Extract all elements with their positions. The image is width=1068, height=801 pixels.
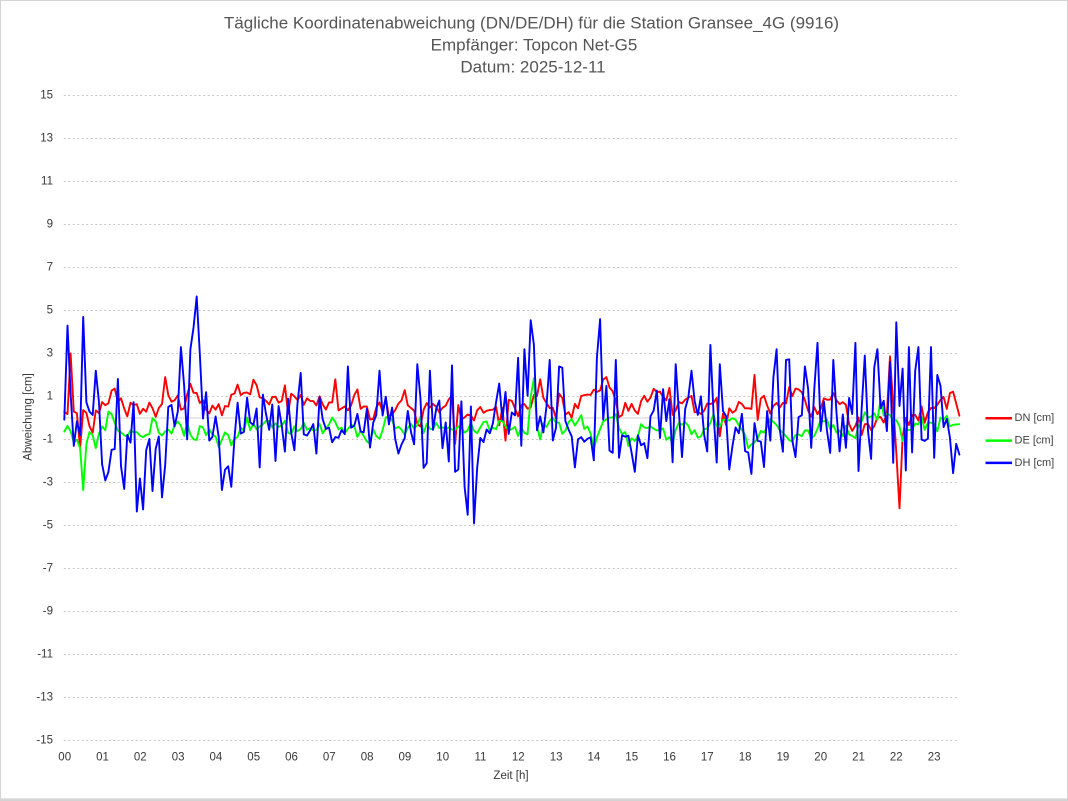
svg-text:20: 20 [814, 752, 827, 764]
svg-text:12: 12 [512, 752, 525, 764]
svg-text:Tägliche Koordinatenabweichung: Tägliche Koordinatenabweichung (DN/DE/DH… [224, 14, 839, 33]
svg-text:Datum: 2025-12-11: Datum: 2025-12-11 [460, 58, 605, 77]
svg-text:DH [cm]: DH [cm] [1015, 457, 1055, 469]
svg-text:07: 07 [323, 752, 336, 764]
svg-text:11: 11 [41, 175, 53, 187]
svg-text:11: 11 [475, 752, 487, 764]
svg-text:7: 7 [47, 261, 53, 273]
svg-text:21: 21 [852, 752, 865, 764]
svg-text:08: 08 [361, 752, 374, 764]
svg-text:22: 22 [890, 752, 903, 764]
svg-text:-15: -15 [36, 734, 53, 746]
svg-text:-5: -5 [43, 519, 53, 531]
svg-text:-1: -1 [43, 433, 53, 445]
svg-text:06: 06 [285, 752, 298, 764]
svg-text:19: 19 [777, 752, 790, 764]
svg-text:3: 3 [47, 347, 53, 359]
svg-text:-7: -7 [43, 562, 53, 574]
svg-text:15: 15 [625, 752, 638, 764]
svg-text:13: 13 [40, 132, 53, 144]
svg-text:14: 14 [588, 752, 601, 764]
svg-text:-3: -3 [43, 476, 53, 488]
svg-text:16: 16 [663, 752, 676, 764]
svg-text:02: 02 [134, 752, 147, 764]
svg-text:04: 04 [210, 752, 223, 764]
svg-text:17: 17 [701, 752, 714, 764]
svg-text:13: 13 [550, 752, 563, 764]
svg-text:-13: -13 [36, 691, 53, 703]
svg-text:23: 23 [928, 752, 941, 764]
svg-text:DE [cm]: DE [cm] [1015, 435, 1054, 447]
svg-text:Zeit [h]: Zeit [h] [493, 770, 528, 782]
svg-text:Empfänger: Topcon Net-G5: Empfänger: Topcon Net-G5 [431, 35, 638, 54]
svg-text:Abweichung [cm]: Abweichung [cm] [23, 373, 35, 461]
svg-text:9: 9 [47, 218, 53, 230]
svg-text:03: 03 [172, 752, 185, 764]
svg-text:5: 5 [47, 304, 53, 316]
svg-text:09: 09 [399, 752, 412, 764]
svg-text:00: 00 [58, 752, 71, 764]
svg-text:-11: -11 [37, 648, 53, 660]
svg-text:1: 1 [47, 390, 53, 402]
svg-text:18: 18 [739, 752, 752, 764]
svg-text:05: 05 [247, 752, 260, 764]
svg-text:10: 10 [436, 752, 449, 764]
svg-text:DN [cm]: DN [cm] [1015, 412, 1055, 424]
svg-text:15: 15 [40, 89, 53, 101]
svg-text:01: 01 [96, 752, 109, 764]
svg-text:-9: -9 [43, 605, 53, 617]
